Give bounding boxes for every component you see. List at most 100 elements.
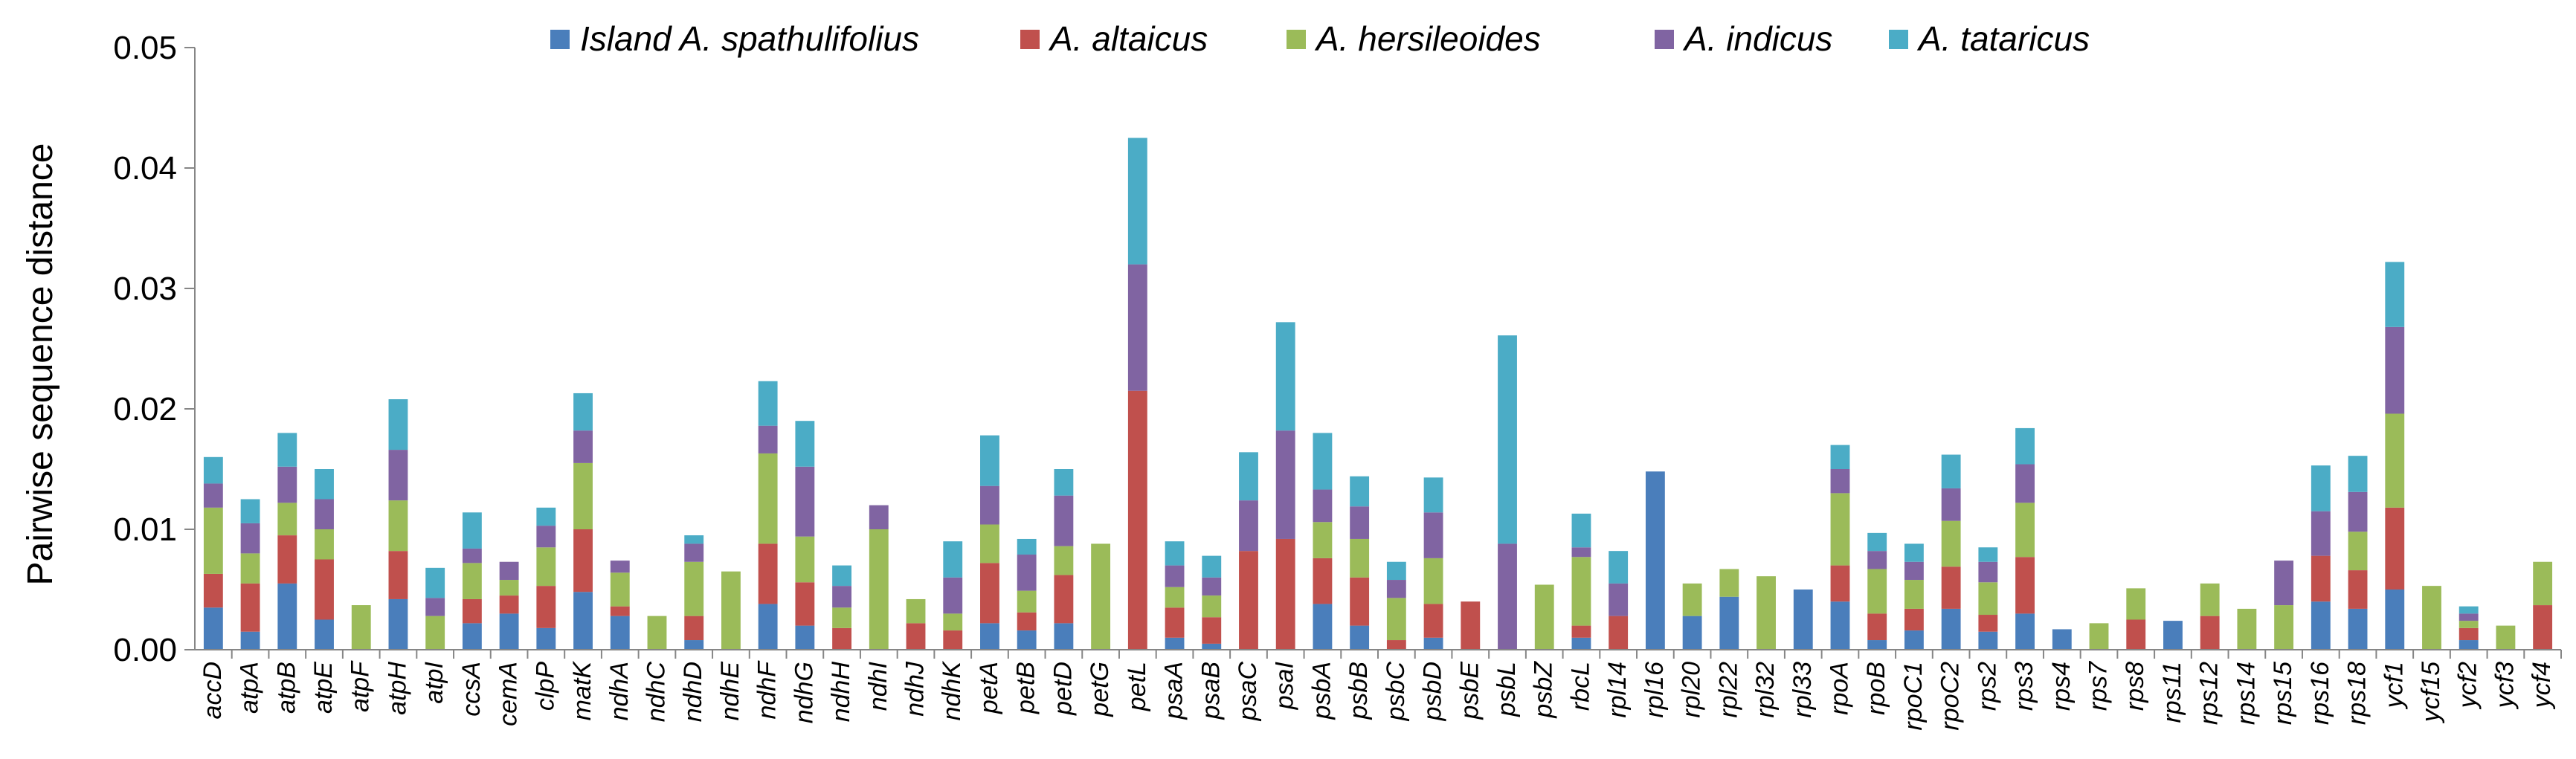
bar-segment-atpF-s2 <box>351 605 371 650</box>
bar-segment-petD-s1 <box>1054 575 1074 624</box>
x-tick-label: rps4 <box>2047 662 2076 711</box>
x-tick-label: rps14 <box>2232 662 2260 725</box>
bar-segment-rpoA-s1 <box>1830 565 1850 602</box>
bar-segment-ndhJ-s2 <box>906 598 926 624</box>
x-tick-label: atpH <box>383 662 411 715</box>
x-axis-ticks: accD atpA atpB atpE atpF atpH atpI ccsA cemA clpP… <box>199 650 2562 731</box>
bar-segment-ycf2-s3 <box>2459 613 2479 621</box>
bar-segment-rps12-s2 <box>2200 583 2220 616</box>
bar-segment-psbB-s1 <box>1350 577 1370 626</box>
bar-segment-rpoA-s4 <box>1830 445 1850 469</box>
bar-segment-rps3-s4 <box>2015 427 2035 465</box>
bar-segment-ccsA-s3 <box>462 548 482 563</box>
bar-segment-psbC-s3 <box>1386 580 1406 598</box>
bar-segment-accD-s3 <box>203 483 223 508</box>
x-tick-label: rpoC2 <box>1936 662 1965 731</box>
x-tick-label: atpA <box>236 662 264 714</box>
bar-segment-atpB-s3 <box>277 466 297 503</box>
y-tick-label: 0.01 <box>113 511 177 548</box>
bar-segment-ndhD-s2 <box>684 561 704 616</box>
bar-segment-accD-s1 <box>203 573 223 608</box>
bar-segment-atpA-s0 <box>240 631 260 650</box>
bar-segment-psaI-s3 <box>1275 430 1295 539</box>
bar-segment-rps3-s1 <box>2015 557 2035 614</box>
legend-swatch <box>1889 30 1908 49</box>
bar-segment-clpP-s1 <box>536 586 556 628</box>
bar-segment-rbcL-s0 <box>1571 637 1591 650</box>
x-tick-label: ndhJ <box>901 661 930 717</box>
bar-segment-petL-s1 <box>1127 390 1147 650</box>
bar-segment-petL-s4 <box>1127 138 1147 265</box>
bar-segment-ndhD-s1 <box>684 616 704 641</box>
bar-segment-psaC-s4 <box>1239 452 1258 501</box>
bar-segment-petD-s3 <box>1054 495 1074 546</box>
x-tick-label: psbD <box>1419 662 1447 721</box>
bar-segment-atpH-s3 <box>388 450 408 501</box>
bar-segment-rpoB-s3 <box>1867 551 1887 569</box>
bar-segment-atpI-s4 <box>425 567 445 598</box>
x-tick-label: ycf3 <box>2490 662 2519 709</box>
x-tick-label: petL <box>1123 662 1151 711</box>
bar-segment-rps11-s0 <box>2163 621 2183 650</box>
bar-segment-ndhE-s2 <box>721 571 741 650</box>
bar-segment-psbD-s3 <box>1423 512 1443 558</box>
x-tick-label: ndhI <box>864 661 892 711</box>
bar-segment-rps2-s3 <box>1978 561 1998 583</box>
bar-segment-atpA-s4 <box>240 499 260 523</box>
bar-segment-petA-s4 <box>980 435 999 486</box>
bar-segment-petD-s0 <box>1054 623 1074 650</box>
bar-segment-psbA-s3 <box>1313 489 1333 523</box>
y-tick-label: 0.05 <box>113 30 177 66</box>
bar-segment-matK-s0 <box>573 592 593 650</box>
bar-segment-psaA-s3 <box>1165 565 1185 587</box>
bar-segment-rps2-s0 <box>1978 631 1998 650</box>
bar-segment-ndhD-s0 <box>684 640 704 650</box>
bar-segment-rpl14-s4 <box>1609 551 1629 584</box>
bar-segment-matK-s3 <box>573 430 593 463</box>
bar-segment-accD-s2 <box>203 507 223 574</box>
bar-segment-ndhG-s3 <box>795 466 815 537</box>
bar-segment-rpl33-s0 <box>1793 590 1813 650</box>
bar-segment-psbA-s0 <box>1313 604 1333 650</box>
legend-label: A. tataricus <box>1916 19 2090 58</box>
bar-segment-atpH-s2 <box>388 500 408 552</box>
x-tick-label: psaC <box>1234 662 1262 722</box>
bar-segment-psbB-s2 <box>1350 538 1370 578</box>
bar-segment-psaB-s0 <box>1202 643 1222 650</box>
x-tick-label: rps11 <box>2158 662 2186 723</box>
x-tick-label: accD <box>199 662 227 719</box>
bar-segment-rbcL-s2 <box>1571 557 1591 626</box>
bar-segment-atpI-s2 <box>425 616 445 650</box>
bar-segment-cemA-s0 <box>499 613 519 650</box>
bar-segment-clpP-s0 <box>536 627 556 650</box>
bar-segment-psaA-s2 <box>1165 587 1185 608</box>
bar-segment-accD-s0 <box>203 607 223 650</box>
y-tick-label: 0.00 <box>113 632 177 668</box>
bar-segment-petA-s3 <box>980 485 999 525</box>
bar-segment-clpP-s2 <box>536 547 556 587</box>
x-tick-label: psbB <box>1345 662 1373 720</box>
bar-segment-ndhH-s1 <box>832 627 851 650</box>
x-tick-label: rpoC1 <box>1899 662 1928 731</box>
bar-segment-petA-s0 <box>980 623 999 650</box>
legend-swatch <box>1655 30 1674 49</box>
bar-segment-psbA-s1 <box>1313 558 1333 604</box>
x-tick-label: rps12 <box>2195 662 2224 725</box>
bar-segment-psaA-s0 <box>1165 637 1185 650</box>
y-tick-label: 0.03 <box>113 271 177 307</box>
x-tick-label: psbC <box>1382 662 1410 722</box>
bar-segment-ndhD-s3 <box>684 543 704 562</box>
x-tick-label: ycf4 <box>2528 662 2556 709</box>
x-tick-label: rpoA <box>1825 662 1853 715</box>
bar-segment-rpl20-s0 <box>1682 616 1702 650</box>
x-tick-label: psbA <box>1307 662 1336 720</box>
bar-segment-atpB-s1 <box>277 535 297 584</box>
bar-segment-rpl14-s1 <box>1609 616 1629 650</box>
bar-segment-ycf2-s2 <box>2459 621 2479 628</box>
bar-segment-psbC-s1 <box>1386 640 1406 650</box>
bar-segment-ndhF-s3 <box>758 425 778 453</box>
bar-segment-petL-s3 <box>1127 264 1147 391</box>
x-tick-label: rpl32 <box>1751 662 1780 718</box>
legend-label: A. hersileoides <box>1314 19 1541 58</box>
legend-label: A. indicus <box>1682 19 1832 58</box>
